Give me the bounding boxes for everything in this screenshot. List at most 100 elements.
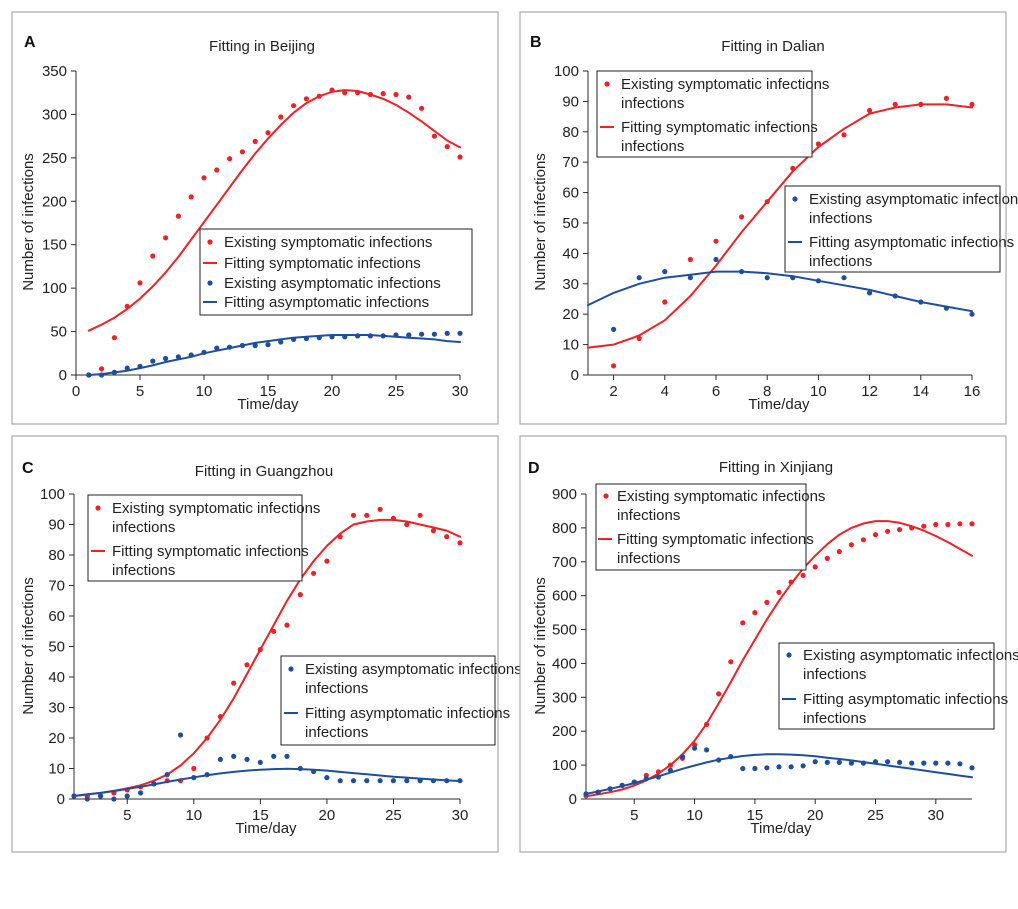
- y-tick-label: 70: [48, 578, 65, 595]
- y-tick-label: 40: [48, 669, 65, 686]
- legend-item-existing-symptomatic: Existing symptomatic infections: [112, 500, 320, 517]
- data-point-existing-symptomatic-infections: [957, 521, 963, 527]
- data-point-existing-symptomatic-infections: [175, 213, 181, 219]
- y-tick-label: 10: [562, 337, 579, 354]
- y-tick-label: 150: [42, 237, 67, 254]
- data-point-existing-symptomatic-infections: [860, 537, 867, 543]
- data-point-existing-asymptomatic-infections: [740, 765, 746, 772]
- data-point-existing-asymptomatic-infections: [419, 331, 425, 337]
- data-point-existing-symptomatic-infections: [214, 167, 220, 173]
- data-point-existing-asymptomatic-infections: [969, 311, 975, 317]
- data-point-existing-asymptomatic-infections: [687, 275, 694, 281]
- data-point-existing-asymptomatic-infections: [824, 759, 830, 766]
- y-tick-label: 50: [50, 324, 67, 341]
- y-tick-label: 0: [57, 791, 65, 808]
- legend-box: [778, 642, 995, 730]
- data-point-existing-symptomatic-infections: [244, 662, 250, 668]
- data-point-existing-asymptomatic-infections: [836, 759, 842, 766]
- data-point-existing-symptomatic-infections: [99, 366, 105, 372]
- x-axis-title: Time/day: [235, 820, 297, 837]
- data-point-existing-asymptomatic-infections: [84, 796, 90, 802]
- series-line-fitting-asymptomatic-infections: [587, 270, 973, 313]
- data-point-existing-asymptomatic-infections: [337, 778, 343, 784]
- data-point-existing-symptomatic-infections: [800, 572, 806, 578]
- y-tick-label: 700: [552, 554, 577, 571]
- legend-item-line2: infections: [621, 95, 684, 112]
- data-point-existing-symptomatic-infections: [150, 253, 156, 259]
- y-tick-label: 20: [562, 306, 579, 323]
- data-point-existing-asymptomatic-infections: [244, 756, 250, 763]
- data-point-existing-asymptomatic-infections: [867, 290, 873, 296]
- legend-item-existing-asymptomatic: Existing asymptomatic infections: [803, 647, 1018, 664]
- x-tick-label: 20: [324, 383, 341, 400]
- panel-label: D: [528, 460, 540, 477]
- data-point-existing-symptomatic-infections: [406, 94, 412, 100]
- legend-symbol-existing-symptomatic: [95, 505, 101, 511]
- series-line-fitting-asymptomatic-infections: [87, 334, 461, 376]
- series-line-fitting-symptomatic-infections: [587, 103, 973, 349]
- legend-symbol-existing-symptomatic: [207, 239, 213, 245]
- data-point-existing-symptomatic-infections: [291, 103, 297, 109]
- y-tick-label: 30: [562, 276, 579, 293]
- legend-item-existing-asymptomatic: Existing asymptomatic infections: [809, 191, 1018, 208]
- data-point-existing-asymptomatic-infections: [214, 345, 220, 351]
- y-tick-label: 100: [554, 63, 579, 80]
- data-point-existing-asymptomatic-infections: [764, 765, 770, 771]
- data-point-existing-asymptomatic-infections: [364, 778, 370, 784]
- data-point-existing-symptomatic-infections: [191, 765, 197, 772]
- data-point-existing-asymptomatic-infections: [788, 764, 794, 770]
- data-point-existing-symptomatic-infections: [137, 280, 143, 286]
- legend-item-fitting-symptomatic: Fitting symptomatic infections: [112, 543, 309, 560]
- data-point-existing-symptomatic-infections: [111, 335, 117, 341]
- legend-item-line2: infections: [809, 210, 872, 227]
- data-point-existing-asymptomatic-infections: [679, 754, 686, 760]
- panel-label: C: [22, 460, 34, 477]
- x-tick-label: 5: [123, 807, 131, 824]
- data-point-existing-symptomatic-infections: [824, 555, 830, 562]
- legend-box: [280, 655, 496, 746]
- series-line-fitting-symptomatic-infections: [87, 89, 461, 332]
- chart-title: Fitting in Beijing: [209, 38, 315, 55]
- legend-item-line2: infections: [112, 562, 175, 579]
- x-tick-label: 5: [136, 383, 144, 400]
- data-point-existing-asymptomatic-infections: [350, 778, 357, 784]
- legend-symbol-existing-asymptomatic: [786, 652, 792, 658]
- legend-item-existing-asymptomatic: Existing asymptomatic infections: [305, 661, 522, 678]
- y-tick-label: 100: [42, 280, 67, 297]
- y-tick-label: 10: [48, 761, 65, 778]
- legend-asymptomatic: Existing asymptomatic infections infecti…: [778, 642, 1018, 730]
- x-tick-label: 6: [712, 383, 720, 400]
- data-point-existing-symptomatic-infections: [841, 132, 847, 138]
- data-point-existing-asymptomatic-infections: [841, 275, 847, 281]
- panel-c-guangzhou: C Fitting in Guangzhou Time/day Number o…: [11, 435, 522, 853]
- legend-item-line2: infections: [803, 666, 866, 683]
- panel-d-xinjiang: D Fitting in Xinjiang Time/day Number of…: [519, 435, 1018, 853]
- data-point-existing-asymptomatic-infections: [177, 732, 184, 738]
- legend-item-existing-asymptomatic: Existing asymptomatic infections: [224, 275, 441, 292]
- data-point-existing-symptomatic-infections: [364, 512, 370, 518]
- data-point-existing-asymptomatic-infections: [164, 772, 170, 778]
- x-tick-label: 4: [661, 383, 669, 400]
- y-tick-label: 40: [562, 245, 579, 262]
- y-tick-label: 90: [562, 93, 579, 110]
- legend-item-fitting-asymptomatic: Fitting asymptomatic infections: [224, 294, 429, 311]
- data-point-existing-asymptomatic-infections: [933, 760, 939, 766]
- data-point-existing-asymptomatic-infections: [897, 759, 903, 766]
- legend-item-line2: infections: [305, 724, 368, 741]
- legend-symptomatic: Existing symptomatic infections infectio…: [595, 483, 825, 571]
- data-point-existing-symptomatic-infections: [227, 156, 233, 162]
- data-point-existing-symptomatic-infections: [271, 628, 277, 634]
- data-point-existing-asymptomatic-infections: [800, 763, 806, 769]
- data-point-existing-symptomatic-infections: [687, 256, 694, 263]
- x-axis-title: Time/day: [748, 396, 810, 413]
- x-tick-label: 30: [452, 807, 469, 824]
- data-point-existing-asymptomatic-infections: [885, 759, 891, 765]
- panel-label: A: [24, 34, 36, 51]
- data-point-existing-symptomatic-infections: [430, 528, 436, 534]
- data-point-existing-asymptomatic-infections: [776, 764, 782, 770]
- data-point-existing-symptomatic-infections: [867, 107, 873, 114]
- data-point-existing-asymptomatic-infections: [98, 793, 104, 799]
- chart-title: Fitting in Dalian: [721, 38, 824, 55]
- data-point-existing-asymptomatic-infections: [945, 760, 951, 766]
- y-tick-label: 200: [552, 723, 577, 740]
